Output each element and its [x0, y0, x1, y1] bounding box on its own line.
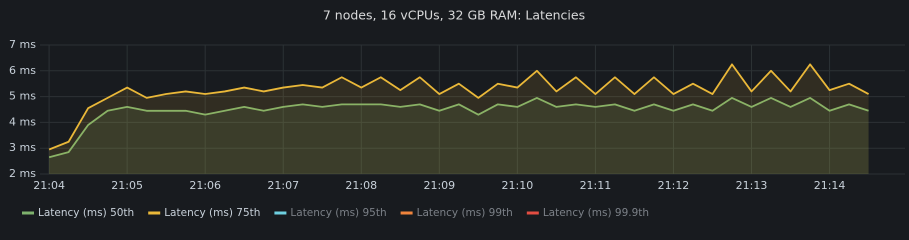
series-line: [48, 63, 870, 151]
x-tick-label: 21:06: [189, 179, 221, 192]
x-tick-label: 21:07: [267, 179, 299, 192]
y-tick-label: 6 ms: [9, 64, 36, 77]
x-tick-label: 21:05: [111, 179, 143, 192]
legend-label[interactable]: Latency (ms) 99.9th: [543, 207, 649, 219]
series-line: [48, 96, 869, 159]
x-tick-label: 21:13: [736, 179, 768, 192]
panel-background: [0, 0, 909, 229]
legend-label[interactable]: Latency (ms) 50th: [38, 207, 134, 219]
chart-title: 7 nodes, 16 vCPUs, 32 GB RAM: Latencies: [323, 8, 585, 23]
chart: 7 nodes, 16 vCPUs, 32 GB RAM: Latencies …: [0, 0, 909, 229]
x-tick-label: 21:12: [658, 179, 690, 192]
series-area: [49, 64, 869, 174]
x-tick-label: 21:14: [814, 179, 846, 192]
y-tick-label: 3 ms: [9, 141, 36, 154]
legend-label[interactable]: Latency (ms) 99th: [417, 207, 513, 219]
y-tick-label: 4 ms: [9, 115, 36, 128]
y-tick-label: 7 ms: [9, 38, 36, 51]
legend-label[interactable]: Latency (ms) 75th: [164, 207, 260, 219]
y-tick-label: 2 ms: [9, 167, 36, 180]
x-tick-label: 21:10: [502, 179, 534, 192]
x-tick-label: 21:11: [580, 179, 612, 192]
legend: Latency (ms) 50th Latency (ms) 75th Latenc…: [22, 207, 649, 219]
legend-label[interactable]: Latency (ms) 95th: [290, 207, 386, 219]
plot: [48, 63, 870, 174]
x-tick-label: 21:04: [33, 179, 65, 192]
x-tick-label: 21:08: [345, 179, 377, 192]
grid: 2 ms 3 ms 4 ms 5 ms 6 ms 7 ms 21:04 21:05 21:06 2…: [9, 38, 905, 192]
series-area: [49, 97, 869, 174]
y-tick-label: 5 ms: [9, 90, 36, 103]
x-tick-label: 21:09: [423, 179, 455, 192]
